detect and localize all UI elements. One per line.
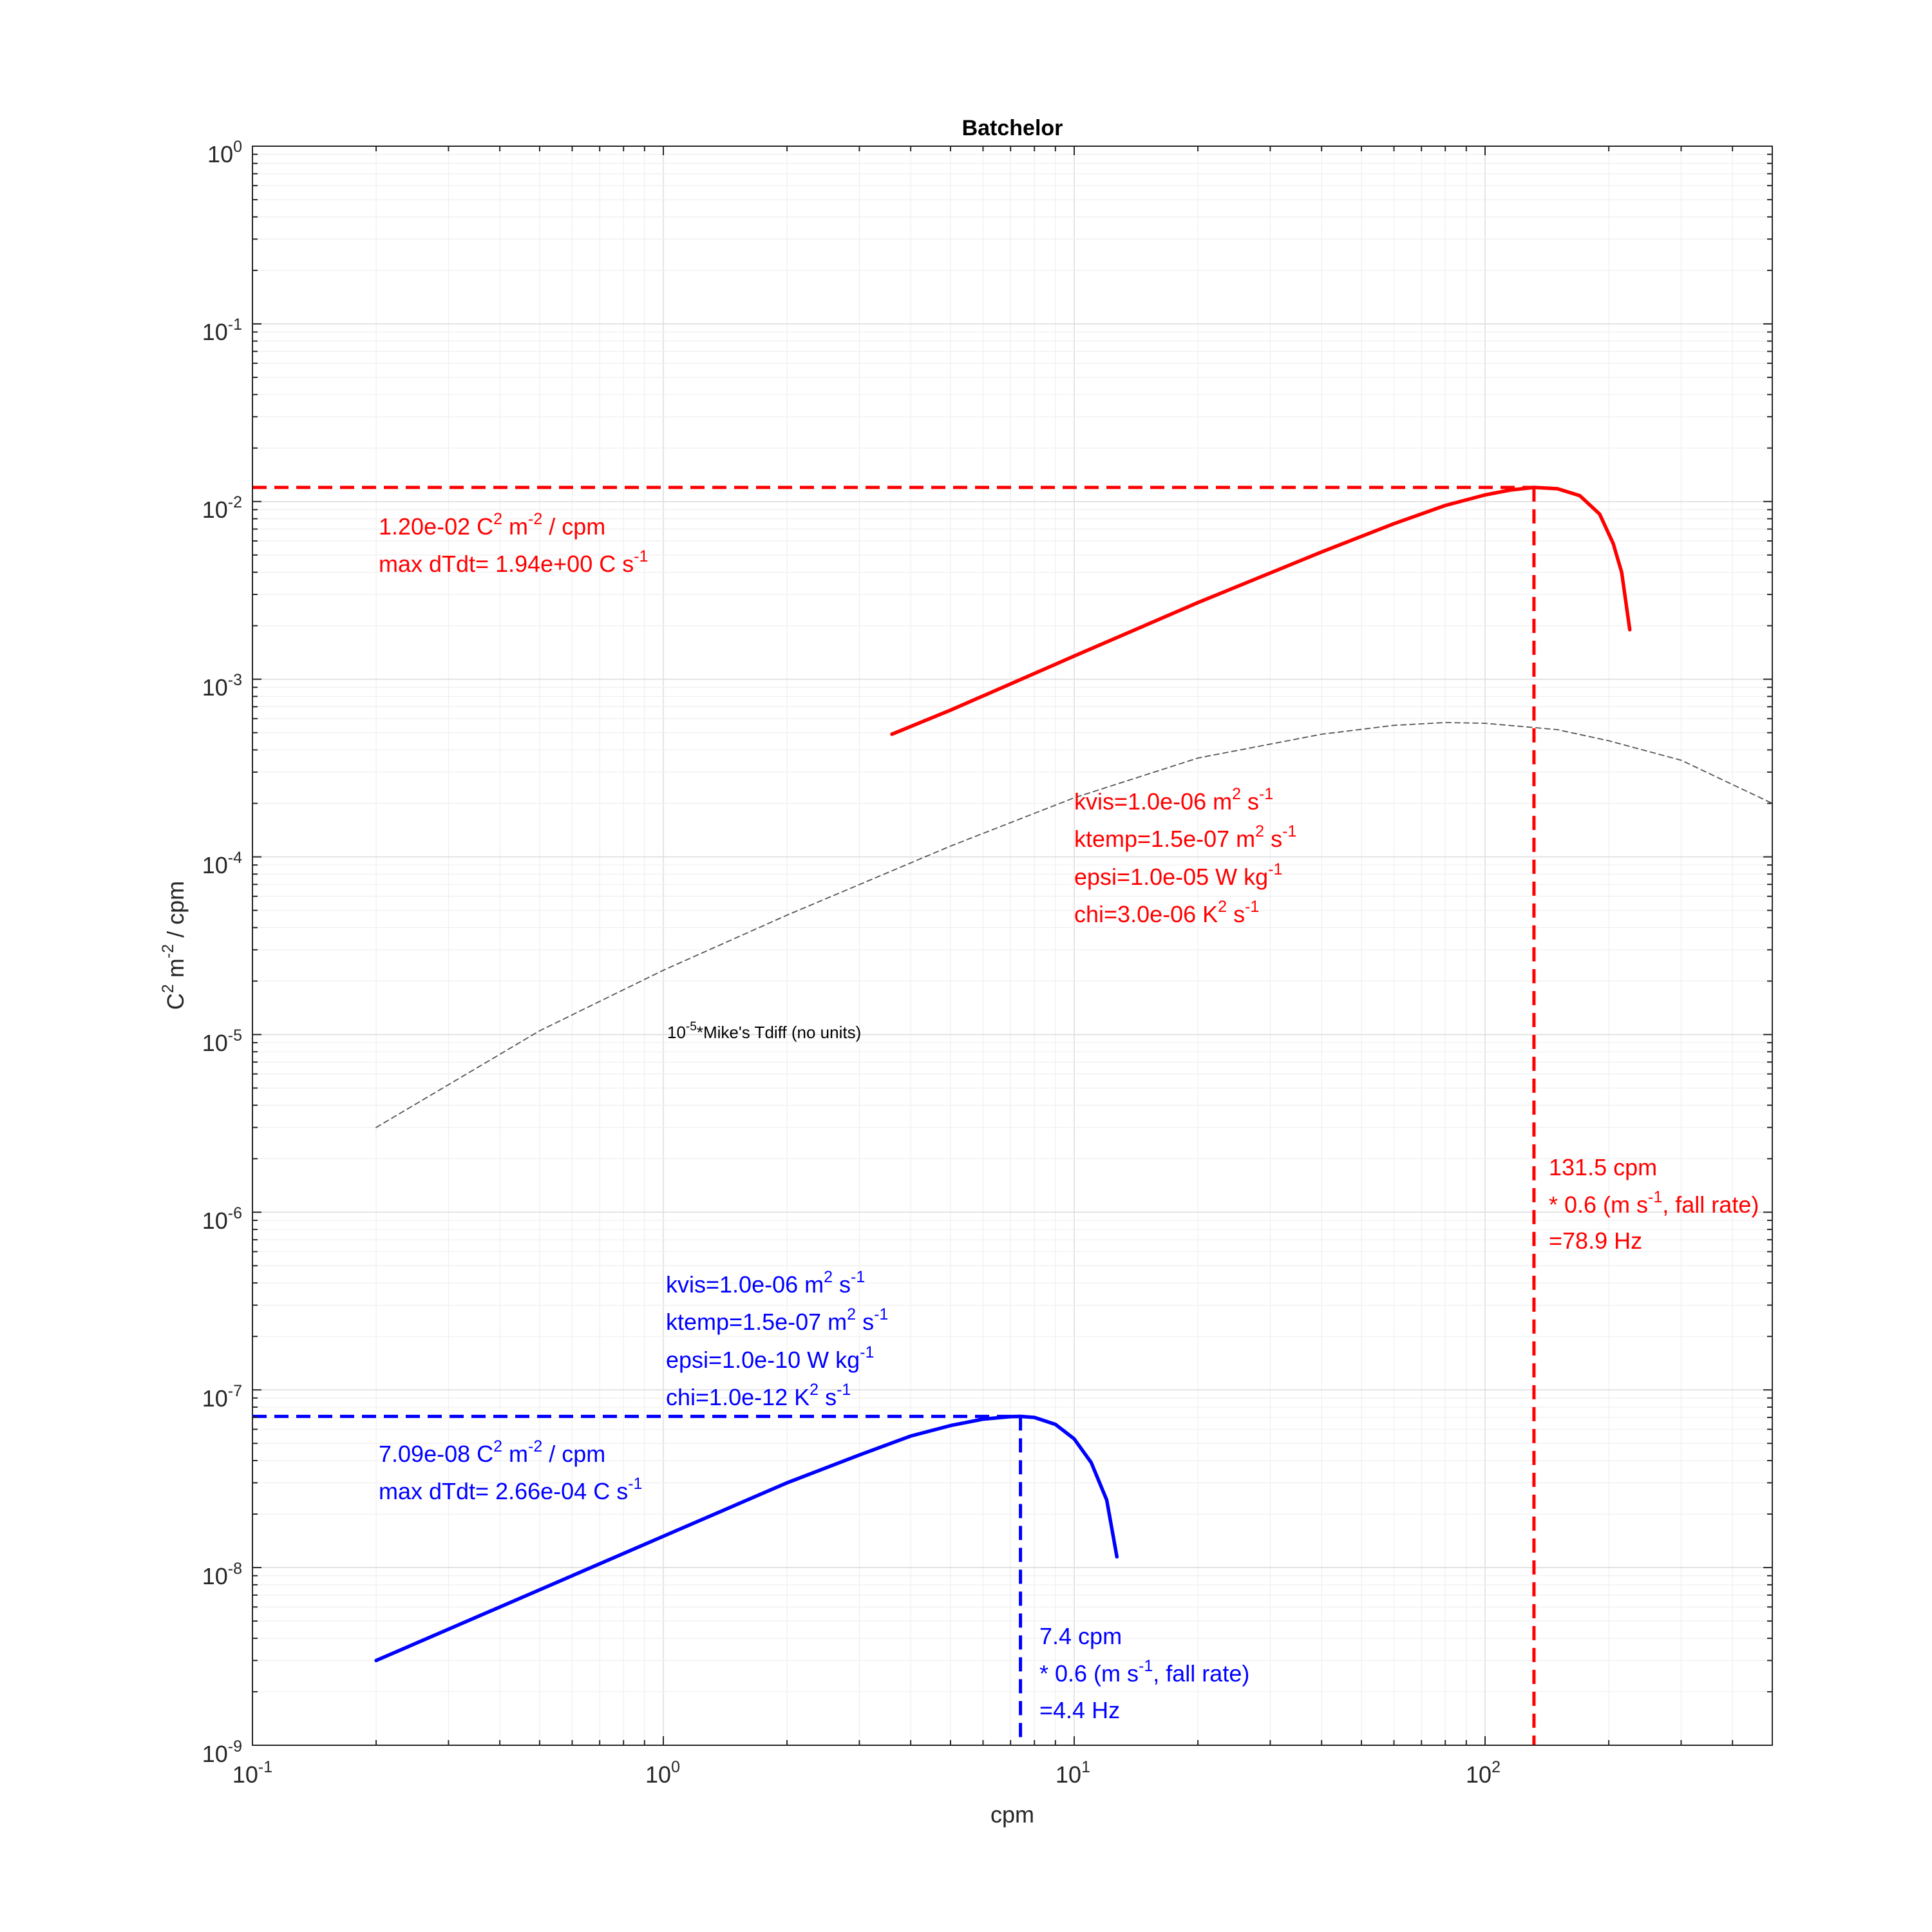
y-tick-label: 10-7 (202, 1382, 242, 1412)
red-spectrum-line (890, 486, 1632, 736)
blue-kvis: kvis=1.0e-06 m2 s-1 (666, 1268, 865, 1298)
red-epsi: epsi=1.0e-05 W kg-1 (1074, 860, 1282, 890)
tick-marks (252, 146, 1773, 1746)
red-chi: chi=3.0e-06 K2 s-1 (1074, 898, 1259, 927)
blue-max-dtdt: max dTdt= 2.66e-04 C s-1 (379, 1475, 642, 1504)
data-series (374, 486, 1773, 1663)
grid-lines (252, 146, 1773, 1746)
blue-epsi: epsi=1.0e-10 W kg-1 (666, 1343, 874, 1373)
blue-chi: chi=1.0e-12 K2 s-1 (666, 1381, 851, 1410)
red-fall-rate: * 0.6 (m s-1, fall rate) (1549, 1188, 1759, 1218)
y-tick-label: 10-1 (202, 316, 242, 345)
y-tick-labels: 100 10-1 10-2 10-3 10-4 10-5 10-6 10-7 1… (202, 138, 242, 1767)
chart-title: Batchelor (962, 116, 1063, 140)
blue-peak-annotation: 7.09e-08 C2 m-2 / cpm max dTdt= 2.66e-04… (379, 1437, 642, 1504)
x-tick-label: 101 (1056, 1758, 1090, 1788)
red-peak-annotation: 1.20e-02 C2 m-2 / cpm max dTdt= 1.94e+00… (379, 510, 648, 577)
red-cpm: 131.5 cpm (1549, 1154, 1657, 1180)
blue-ktemp: ktemp=1.5e-07 m2 s-1 (666, 1305, 888, 1335)
y-tick-label: 10-8 (202, 1560, 242, 1589)
x-axis-label: cpm (990, 1801, 1034, 1828)
y-tick-label: 10-5 (202, 1027, 242, 1056)
blue-hz: =4.4 Hz (1039, 1697, 1120, 1723)
reference-lines (252, 486, 1536, 1745)
blue-spectrum-line (374, 1414, 1119, 1663)
x-tick-label: 102 (1466, 1758, 1501, 1788)
red-peak-value: 1.20e-02 C2 m-2 / cpm (379, 510, 605, 540)
red-hz: =78.9 Hz (1549, 1227, 1642, 1254)
red-ktemp: ktemp=1.5e-07 m2 s-1 (1074, 822, 1296, 852)
tdiff-label: 10-5*Mike's Tdiff (no units) (667, 1020, 861, 1042)
red-max-dtdt: max dTdt= 1.94e+00 C s-1 (379, 547, 648, 577)
axes-box (252, 146, 1773, 1746)
blue-cpm: 7.4 cpm (1039, 1623, 1122, 1649)
red-params-annotation: kvis=1.0e-06 m2 s-1 ktemp=1.5e-07 m2 s-1… (1074, 785, 1296, 927)
y-tick-label: 10-4 (202, 849, 242, 878)
y-tick-label: 100 (207, 138, 242, 167)
y-tick-label: 10-9 (202, 1738, 242, 1767)
blue-peak-value: 7.09e-08 C2 m-2 / cpm (379, 1437, 605, 1467)
plot-area (252, 146, 1772, 1745)
y-tick-label: 10-3 (202, 671, 242, 701)
y-tick-label: 10-6 (202, 1204, 242, 1234)
red-kvis: kvis=1.0e-06 m2 s-1 (1074, 785, 1273, 815)
blue-fall-rate: * 0.6 (m s-1, fall rate) (1039, 1657, 1249, 1687)
blue-params-annotation: kvis=1.0e-06 m2 s-1 ktemp=1.5e-07 m2 s-1… (666, 1268, 888, 1410)
tdiff-series-line (375, 722, 1773, 1128)
y-tick-label: 10-2 (202, 493, 242, 523)
blue-frequency-annotation: 7.4 cpm * 0.6 (m s-1, fall rate) =4.4 Hz (1039, 1623, 1249, 1723)
x-tick-label: 10-1 (232, 1758, 272, 1788)
red-frequency-annotation: 131.5 cpm * 0.6 (m s-1, fall rate) =78.9… (1549, 1154, 1759, 1254)
x-tick-label: 100 (645, 1758, 680, 1788)
x-tick-labels: 10-1 100 101 102 (232, 1758, 1501, 1788)
y-axis-label: C2 m-2 / cpm (159, 881, 189, 1010)
